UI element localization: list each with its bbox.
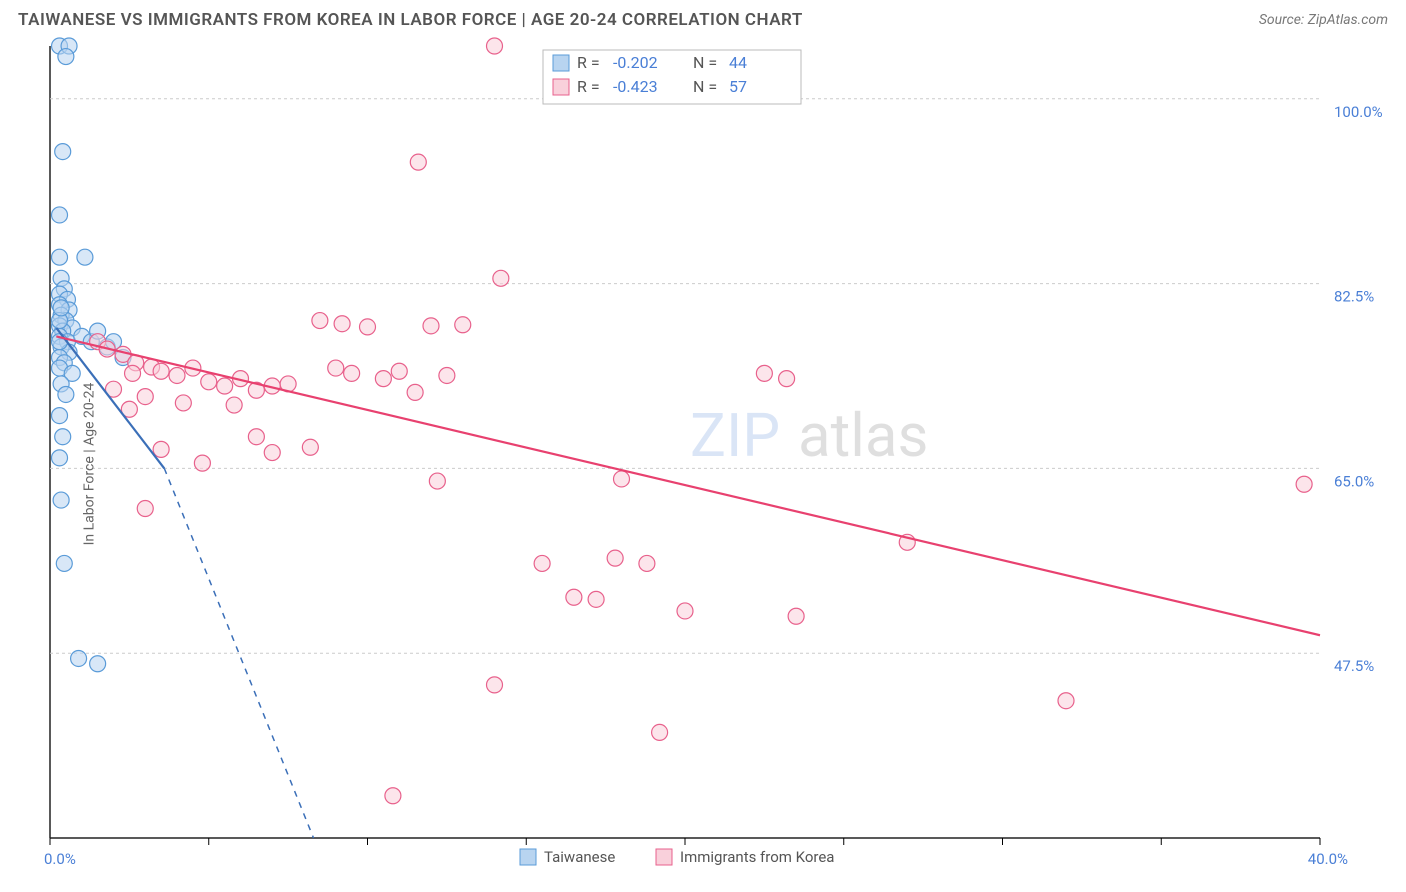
scatter-point	[248, 429, 264, 445]
scatter-point	[56, 555, 72, 571]
scatter-point	[53, 300, 69, 316]
scatter-point	[58, 49, 74, 65]
scatter-point	[226, 397, 242, 413]
scatter-point	[153, 441, 169, 457]
scatter-point	[1296, 476, 1312, 492]
scatter-point	[439, 367, 455, 383]
scatter-point	[334, 316, 350, 332]
scatter-point	[217, 378, 233, 394]
scatter-point	[125, 365, 141, 381]
y-tick-label: 65.0%	[1334, 472, 1374, 490]
legend-n-label: N =	[693, 77, 717, 96]
scatter-point	[201, 374, 217, 390]
legend-n-value: 57	[729, 77, 747, 96]
y-axis-label: In Labor Force | Age 20-24	[81, 383, 97, 546]
scatter-point	[264, 445, 280, 461]
scatter-point	[407, 384, 423, 400]
legend-swatch	[553, 79, 569, 95]
scatter-point	[487, 38, 503, 54]
scatter-point	[652, 724, 668, 740]
watermark-zip: ZIP	[690, 400, 780, 471]
y-tick-label: 47.5%	[1334, 657, 1374, 675]
scatter-point	[58, 386, 74, 402]
scatter-point	[194, 455, 210, 471]
scatter-point	[169, 367, 185, 383]
scatter-point	[779, 371, 795, 387]
scatter-point	[588, 591, 604, 607]
y-tick-label: 82.5%	[1334, 288, 1374, 306]
legend-n-label: N =	[693, 53, 717, 72]
scatter-point	[677, 603, 693, 619]
scatter-point	[493, 270, 509, 286]
scatter-point	[455, 317, 471, 333]
scatter-point	[71, 650, 87, 666]
scatter-point	[328, 360, 344, 376]
scatter-point	[423, 318, 439, 334]
scatter-point	[77, 249, 93, 265]
bottom-legend-label: Taiwanese	[544, 848, 615, 866]
scatter-point	[788, 608, 804, 624]
x-tick-label-min: 0.0%	[44, 850, 76, 868]
scatter-point	[137, 389, 153, 405]
scatter-point	[614, 471, 630, 487]
x-tick-label-max: 40.0%	[1308, 850, 1348, 868]
scatter-point	[391, 363, 407, 379]
y-tick-label: 100.0%	[1334, 103, 1383, 121]
scatter-point	[534, 555, 550, 571]
scatter-point	[90, 656, 106, 672]
chart-title: TAIWANESE VS IMMIGRANTS FROM KOREA IN LA…	[18, 10, 803, 30]
legend-r-label: R =	[577, 77, 600, 96]
scatter-point	[360, 319, 376, 335]
scatter-point	[52, 207, 68, 223]
chart-source: Source: ZipAtlas.com	[1259, 12, 1388, 28]
bottom-legend-label: Immigrants from Korea	[680, 848, 834, 866]
scatter-point	[607, 550, 623, 566]
scatter-point	[175, 395, 191, 411]
scatter-point	[153, 363, 169, 379]
bottom-legend-swatch	[656, 849, 672, 865]
scatter-point	[375, 371, 391, 387]
scatter-point	[52, 249, 68, 265]
bottom-legend-swatch	[520, 849, 536, 865]
scatter-point	[55, 429, 71, 445]
scatter-point	[1058, 693, 1074, 709]
legend-swatch	[553, 55, 569, 71]
scatter-point	[410, 154, 426, 170]
legend-n-value: 44	[729, 53, 747, 72]
legend-r-value: -0.423	[613, 77, 658, 96]
scatter-point	[344, 365, 360, 381]
scatter-point	[52, 408, 68, 424]
scatter-point	[137, 501, 153, 517]
correlation-scatter-chart: 47.5% 65.0% 82.5% 100.0% 0.0% 40.0% ZIP atlas R …	[0, 36, 1406, 892]
scatter-point	[385, 788, 401, 804]
legend-r-value: -0.202	[613, 53, 658, 72]
scatter-point	[55, 144, 71, 160]
scatter-point	[53, 492, 69, 508]
scatter-point	[756, 365, 772, 381]
trend-line	[56, 336, 1320, 635]
watermark-atlas: atlas	[798, 400, 928, 471]
legend-r-label: R =	[577, 53, 600, 72]
scatter-point	[302, 439, 318, 455]
scatter-point	[639, 555, 655, 571]
scatter-point	[566, 589, 582, 605]
scatter-point	[487, 677, 503, 693]
scatter-point	[429, 473, 445, 489]
scatter-point	[52, 450, 68, 466]
scatter-point	[312, 313, 328, 329]
